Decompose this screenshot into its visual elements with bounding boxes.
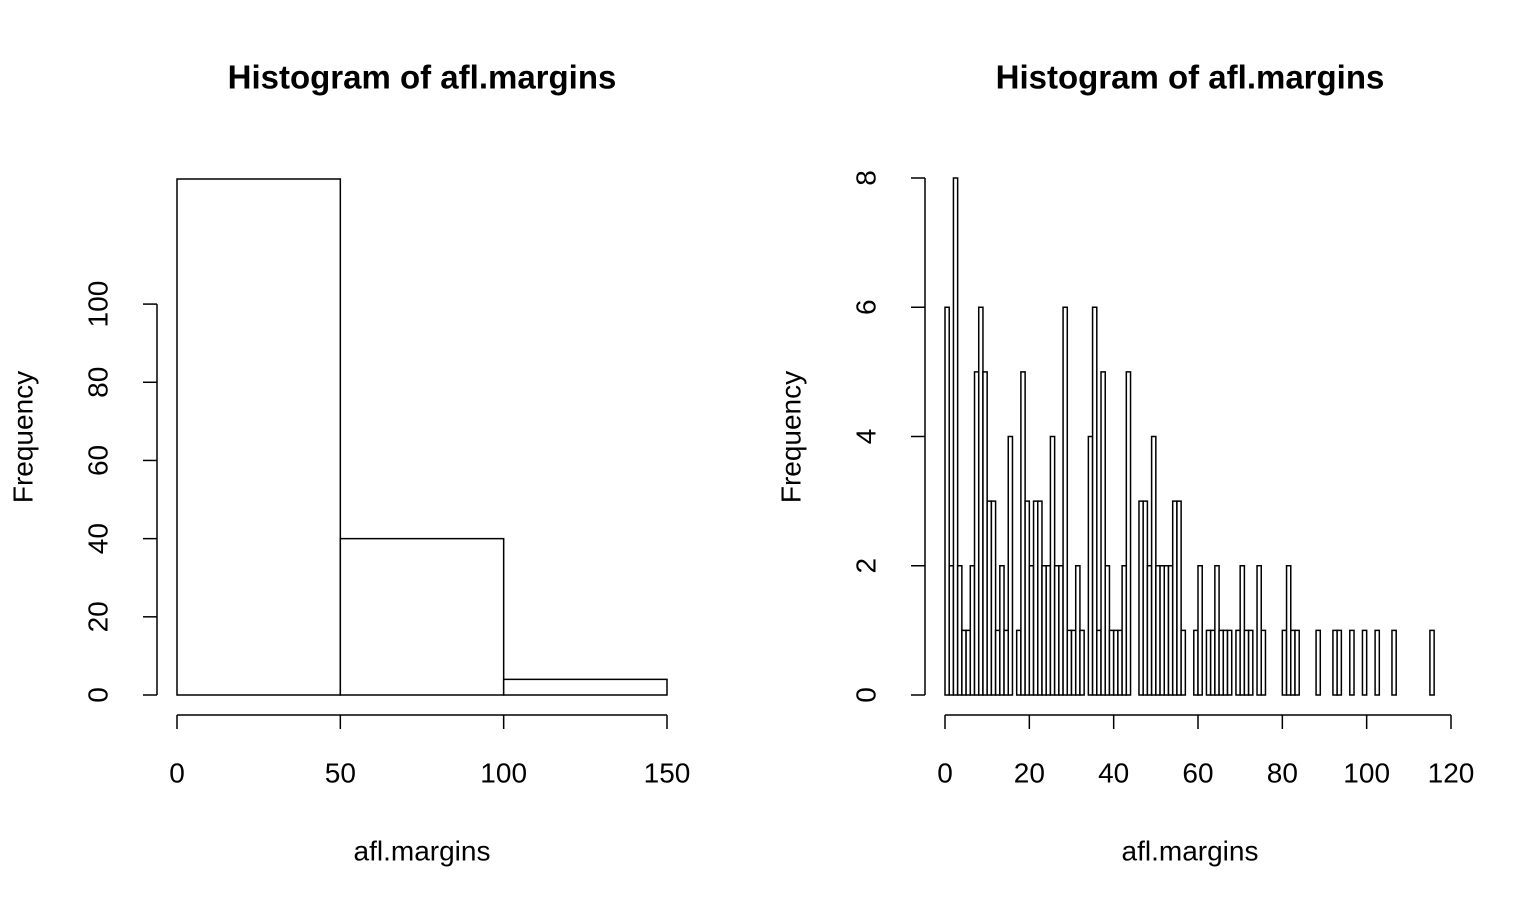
chart-title: Histogram of afl.margins <box>228 59 617 96</box>
x-tick-label: 0 <box>937 757 953 788</box>
y-tick-label: 80 <box>82 367 113 398</box>
bar <box>1260 629 1267 696</box>
y-tick-label: 60 <box>82 445 113 476</box>
y-tick-label: 4 <box>850 429 881 445</box>
bar <box>1007 435 1014 696</box>
x-tick-label: 20 <box>1014 757 1045 788</box>
bar <box>1125 371 1132 696</box>
bar <box>1180 629 1187 696</box>
bar <box>1197 565 1203 696</box>
x-tick-label: 150 <box>644 757 691 788</box>
bar <box>952 177 959 696</box>
x-tick-label: 60 <box>1182 757 1213 788</box>
bar <box>502 678 668 696</box>
y-axis-label: Frequency <box>7 371 38 503</box>
bar <box>1079 629 1085 696</box>
x-tick-label: 0 <box>169 757 185 788</box>
bar <box>990 500 997 696</box>
bar <box>1429 629 1435 696</box>
bar <box>176 178 342 696</box>
y-tick-label: 0 <box>82 687 113 703</box>
bar <box>1374 629 1381 696</box>
bar <box>1391 629 1397 696</box>
bar <box>1315 629 1322 696</box>
y-tick-label: 100 <box>82 281 113 328</box>
x-tick-label: 100 <box>480 757 527 788</box>
y-tick-label: 40 <box>82 523 113 554</box>
x-tick-label: 100 <box>1343 757 1390 788</box>
y-tick-label: 6 <box>850 299 881 315</box>
bar <box>1091 306 1098 696</box>
bar <box>1361 629 1368 696</box>
x-axis-label: afl.margins <box>1122 835 1259 866</box>
y-tick-label: 2 <box>850 558 881 574</box>
y-tick-label: 20 <box>82 601 113 632</box>
bar <box>1336 629 1343 696</box>
bar <box>1247 629 1254 696</box>
x-tick-label: 40 <box>1098 757 1129 788</box>
y-axis-label: Frequency <box>775 371 806 503</box>
y-tick-label: 8 <box>850 170 881 186</box>
bar <box>1294 629 1300 696</box>
chart-title: Histogram of afl.margins <box>996 59 1385 96</box>
bar <box>1349 629 1355 696</box>
x-tick-label: 50 <box>325 757 356 788</box>
x-tick-label: 120 <box>1428 757 1475 788</box>
bar <box>1100 371 1106 696</box>
x-axis-label: afl.margins <box>354 835 491 866</box>
bar <box>339 537 505 696</box>
x-tick-label: 80 <box>1267 757 1298 788</box>
bar <box>1226 629 1233 696</box>
bar <box>1176 500 1182 696</box>
bar <box>1062 306 1069 696</box>
y-tick-label: 0 <box>850 687 881 703</box>
bar <box>944 306 950 696</box>
